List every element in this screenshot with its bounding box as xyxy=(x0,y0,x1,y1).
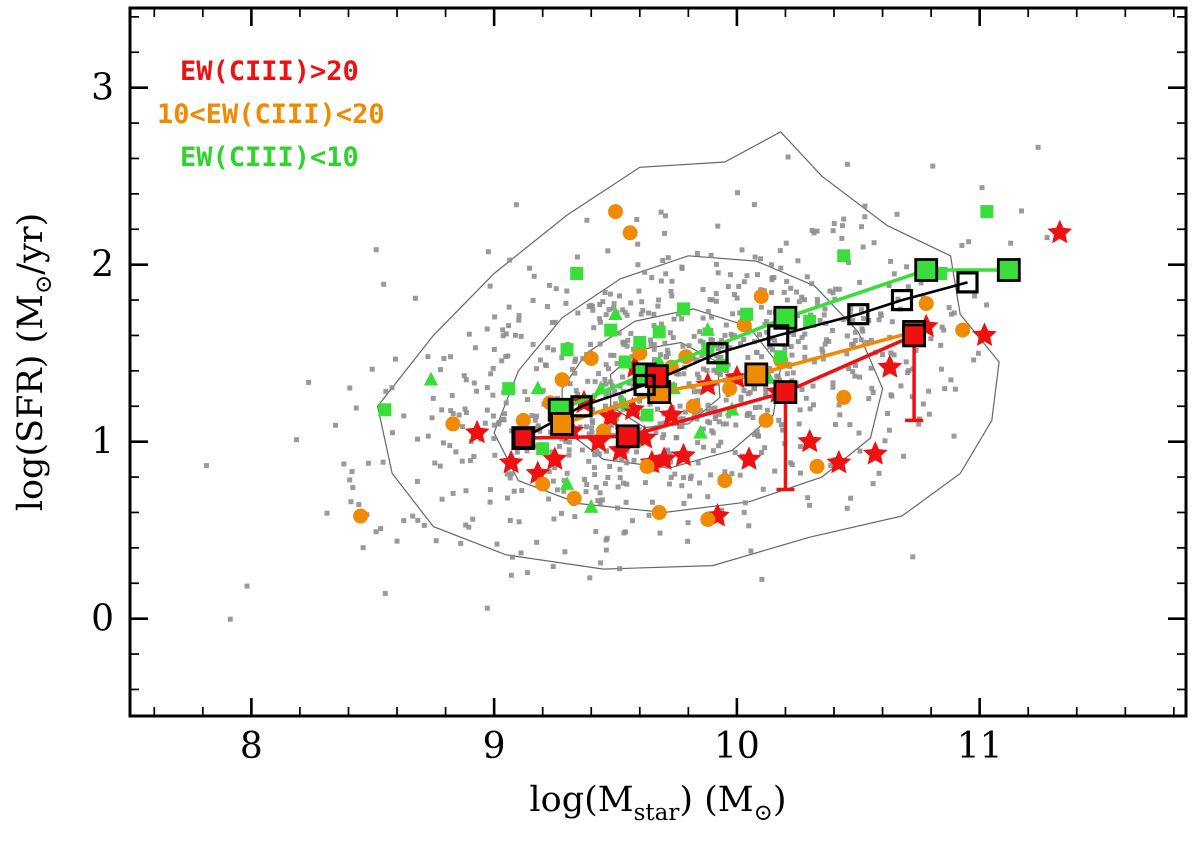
sun-symbol: ⊙ xyxy=(753,800,773,826)
error-bars xyxy=(776,335,924,492)
axes: 8 9 10 11 0 1 2 3 xyxy=(91,6,1188,767)
x-axis-title: log(Mstar) (M⊙) xyxy=(130,780,1186,826)
x-tick-label: 11 xyxy=(957,726,1003,767)
y-tick-label: 0 xyxy=(91,599,114,640)
x-axis-title-subscript: star xyxy=(633,800,680,826)
legend-ew-10-to-20: 10<EW(CIII)<20 xyxy=(157,99,385,130)
y-tick-label: 1 xyxy=(91,422,114,463)
y-axis-title: log(SFR) (M⊙/yr) xyxy=(11,213,57,511)
x-tick-label: 10 xyxy=(714,726,760,767)
legend-ew-gt-20: EW(CIII)>20 xyxy=(180,56,359,87)
y-axis-title-text2: /yr) xyxy=(11,212,51,275)
x-tick-label: 9 xyxy=(483,726,506,767)
series-mid-ew-circles xyxy=(353,204,971,527)
median-markers xyxy=(511,258,1021,451)
x-axis-title-text2: ) (M xyxy=(679,780,754,820)
x-tick-label: 8 xyxy=(240,726,263,767)
y-tick-label: 3 xyxy=(91,68,114,109)
sun-symbol: ⊙ xyxy=(31,274,57,295)
legend-ew-lt-10: EW(CIII)<10 xyxy=(180,142,359,173)
y-tick-label: 2 xyxy=(91,245,114,286)
x-axis-title-text3: ) xyxy=(772,780,787,820)
y-axis-title-text: log(SFR) (M xyxy=(11,294,51,512)
x-axis-title-text: log(M xyxy=(529,780,634,820)
